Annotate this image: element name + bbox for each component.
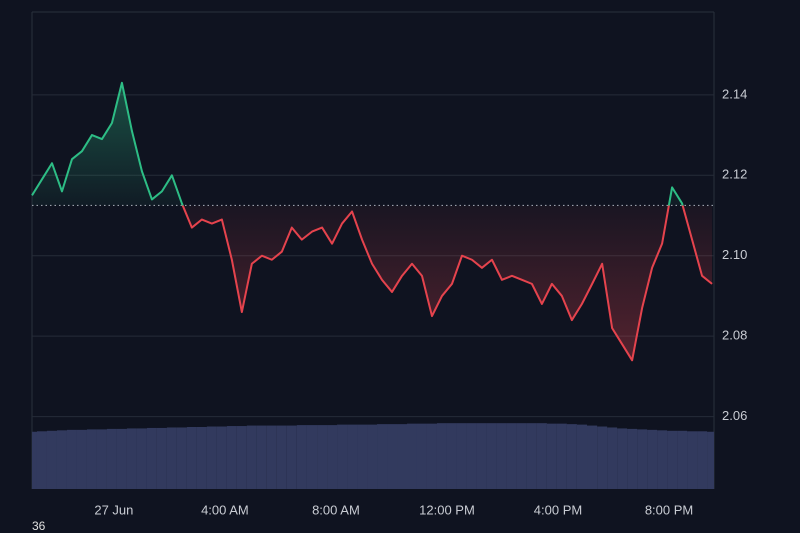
- volume-bar: [236, 426, 247, 489]
- volume-bar: [377, 424, 388, 489]
- corner-text: 36: [32, 519, 46, 533]
- volume-bar: [397, 424, 408, 489]
- volume-bar: [96, 429, 107, 489]
- volume-bar: [576, 424, 588, 489]
- volume-bar: [146, 427, 157, 489]
- volume-bar: [516, 423, 527, 489]
- volume-bar: [216, 426, 227, 489]
- volume-bar: [186, 426, 197, 489]
- volume-bar: [76, 429, 87, 489]
- x-tick-label: 4:00 AM: [201, 502, 249, 517]
- volume-bar: [426, 423, 437, 489]
- y-tick-label: 2.06: [722, 408, 747, 423]
- volume-bar: [286, 425, 297, 489]
- x-tick-label: 8:00 PM: [645, 502, 693, 517]
- volume-bar: [317, 425, 328, 489]
- volume-bar: [506, 423, 517, 489]
- y-tick-label: 2.08: [722, 328, 747, 343]
- volume-bar: [357, 424, 368, 489]
- volume-bar: [256, 425, 267, 489]
- volume-bar: [156, 427, 167, 489]
- volume-bar: [617, 428, 628, 489]
- volume-bar: [66, 429, 77, 489]
- volume-bar: [607, 427, 618, 489]
- volume-bar: [306, 425, 318, 489]
- volume-bar: [246, 425, 257, 489]
- volume-bar: [697, 431, 708, 489]
- volume-bar: [36, 431, 47, 489]
- volume-bar: [32, 431, 37, 489]
- volume-bar: [196, 426, 207, 489]
- volume-bar: [46, 430, 57, 489]
- x-tick-label: 12:00 PM: [419, 502, 475, 517]
- volume-bar: [327, 425, 338, 489]
- volume-bar: [276, 425, 287, 489]
- volume-bar: [707, 431, 714, 489]
- x-tick-label: 4:00 PM: [534, 502, 582, 517]
- volume-bar: [136, 428, 147, 489]
- volume-bar: [206, 426, 217, 489]
- volume-bar: [647, 429, 658, 489]
- volume-bar: [476, 423, 487, 489]
- volume-bar: [266, 425, 277, 489]
- volume-bar: [546, 423, 557, 489]
- y-tick-label: 2.12: [722, 167, 747, 182]
- volume-bar: [566, 424, 577, 489]
- y-tick-label: 2.10: [722, 247, 747, 262]
- volume-bar: [677, 430, 688, 489]
- volume-bar: [126, 428, 137, 489]
- volume-bar: [667, 430, 678, 489]
- volume-bar: [176, 427, 187, 489]
- price-line: [31, 81, 713, 362]
- volume-bar: [637, 429, 648, 489]
- y-tick-label: 2.14: [722, 86, 747, 101]
- volume-bar: [166, 427, 177, 489]
- volume-bar: [436, 423, 447, 489]
- volume-bar: [416, 423, 427, 489]
- volume-bar: [496, 423, 507, 489]
- x-tick-label: 27 Jun: [94, 502, 133, 517]
- area-fill: [32, 82, 713, 361]
- volume-bar: [587, 425, 598, 489]
- volume-bar: [296, 425, 307, 489]
- volume-bar: [597, 426, 608, 489]
- volume-bar: [407, 423, 417, 489]
- volume-bar: [56, 430, 67, 489]
- volume-bar: [86, 429, 97, 489]
- volume-bar: [347, 424, 358, 489]
- volume-bar: [446, 423, 457, 489]
- volume-bar: [387, 424, 398, 489]
- volume-bar: [657, 430, 668, 489]
- volume-bar: [687, 431, 698, 489]
- volume-bar: [466, 423, 477, 489]
- volume-bar: [627, 428, 638, 489]
- volume-bar: [116, 428, 127, 489]
- volume-bar: [226, 426, 237, 489]
- volume-bar: [526, 423, 537, 489]
- volume-bar: [556, 423, 567, 489]
- volume-bar: [106, 428, 117, 489]
- volume-bar: [486, 423, 497, 489]
- x-tick-label: 8:00 AM: [312, 502, 360, 517]
- volume-bar: [337, 424, 348, 489]
- volume-bar: [536, 423, 547, 489]
- volume-bar: [456, 423, 467, 489]
- volume-bar: [367, 424, 378, 489]
